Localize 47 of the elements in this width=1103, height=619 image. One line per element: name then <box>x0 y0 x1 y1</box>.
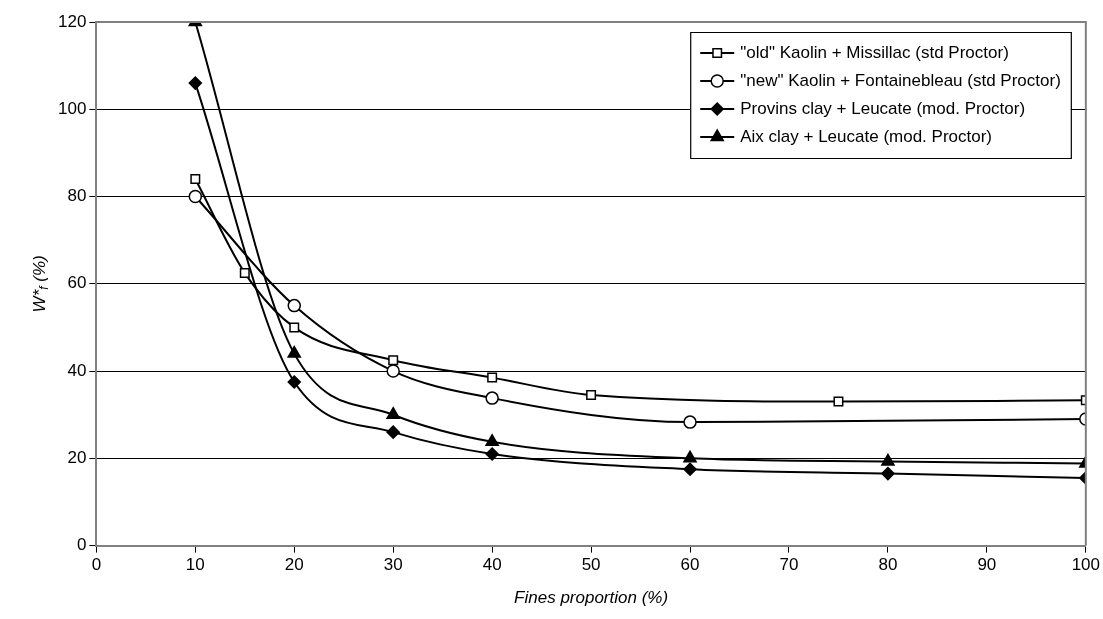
point <box>683 462 697 476</box>
point <box>485 434 499 446</box>
point <box>386 425 400 439</box>
point <box>287 298 302 313</box>
point <box>881 453 895 466</box>
point <box>485 391 499 405</box>
point <box>683 415 697 429</box>
x-tick-label: 30 <box>383 555 403 575</box>
x-tick-label: 80 <box>878 555 898 575</box>
point <box>487 372 498 383</box>
y-tick-label: 120 <box>57 11 87 31</box>
point <box>388 355 399 366</box>
point <box>386 364 400 378</box>
x-tick-label: 20 <box>284 555 304 575</box>
point <box>287 375 302 389</box>
legend-label: "new" Kaolin + Fontainebleau (std Proctor) <box>740 70 1061 90</box>
point <box>188 76 203 90</box>
y-tick-label: 20 <box>67 448 87 468</box>
x-tick-label: 50 <box>581 555 601 575</box>
y-tick-label: 40 <box>67 360 87 380</box>
point <box>239 267 250 278</box>
legend-label: "old" Kaolin + Missillac (std Proctor) <box>740 42 1009 62</box>
y-tick-label: 80 <box>67 186 87 206</box>
point <box>287 345 302 358</box>
x-tick-label: 10 <box>185 555 205 575</box>
y-tick-label: 100 <box>57 98 87 118</box>
x-tick-label: 100 <box>1071 555 1101 575</box>
x-tick-label: 60 <box>680 555 700 575</box>
y-tick-label: 60 <box>67 273 87 293</box>
legend-label: Aix clay + Leucate (mod. Proctor) <box>740 126 993 146</box>
legend-label: Provins clay + Leucate (mod. Proctor) <box>740 98 1026 118</box>
point <box>586 390 597 401</box>
point <box>833 396 844 407</box>
point <box>289 322 300 333</box>
x-tick-label: 90 <box>977 555 997 575</box>
point <box>190 174 201 185</box>
x-axis-title: Fines proportion (%) <box>514 587 669 607</box>
x-tick-label: 0 <box>91 555 102 575</box>
y-axis-title: W*f (%) <box>29 255 52 313</box>
point <box>683 450 697 463</box>
point <box>485 447 499 461</box>
x-tick-label: 70 <box>779 555 799 575</box>
point <box>881 466 895 481</box>
y-tick-label: 0 <box>76 535 87 555</box>
x-tick-label: 40 <box>482 555 502 575</box>
point <box>188 189 203 204</box>
point <box>386 406 401 419</box>
